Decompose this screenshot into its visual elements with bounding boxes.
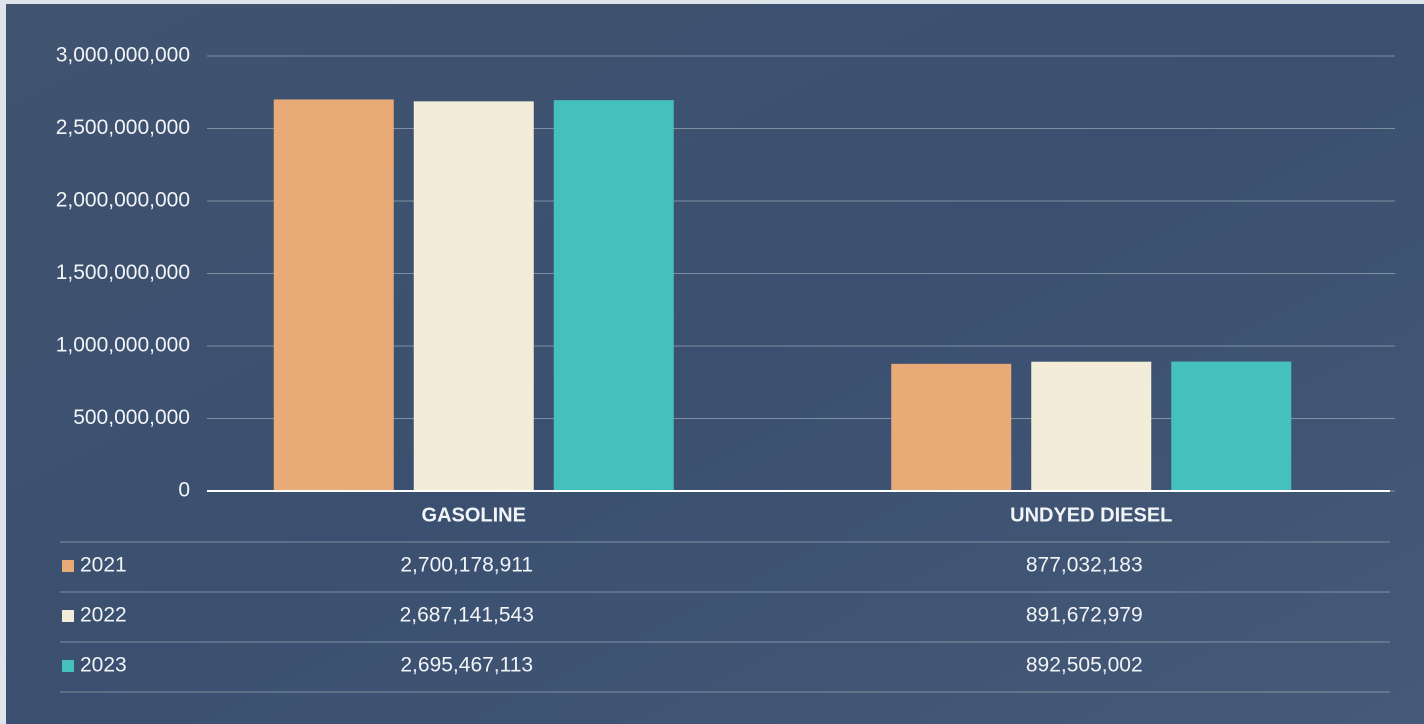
legend-swatch: [62, 610, 74, 622]
x-tick-label: UNDYED DIESEL: [1010, 504, 1172, 526]
y-tick-label: 1,000,000,000: [56, 334, 190, 357]
bar: [413, 101, 534, 492]
table-value: 2,687,141,543: [400, 604, 534, 627]
y-tick-label: 500,000,000: [73, 406, 190, 429]
legend-label: 2023: [80, 654, 127, 677]
table-value: 2,700,178,911: [400, 554, 533, 577]
x-tick-label: GASOLINE: [422, 504, 526, 526]
table-value: 892,505,002: [1026, 654, 1143, 677]
table-value: 877,032,183: [1026, 554, 1143, 577]
legend-swatch: [62, 660, 74, 672]
bar: [1031, 361, 1152, 491]
y-tick-label: 1,500,000,000: [56, 261, 190, 284]
legend-label: 2021: [80, 554, 127, 577]
bar: [273, 99, 394, 491]
table-value: 891,672,979: [1026, 604, 1143, 627]
y-tick-label: 3,000,000,000: [56, 44, 190, 67]
table-value: 2,695,467,113: [400, 654, 533, 677]
y-tick-label: 2,500,000,000: [56, 116, 190, 139]
legend-swatch: [62, 560, 74, 572]
bar: [1171, 361, 1292, 491]
bar: [891, 363, 1012, 491]
legend-label: 2022: [80, 604, 127, 627]
bar: [553, 100, 674, 491]
y-tick-label: 2,000,000,000: [56, 189, 190, 212]
y-tick-label: 0: [178, 479, 190, 502]
